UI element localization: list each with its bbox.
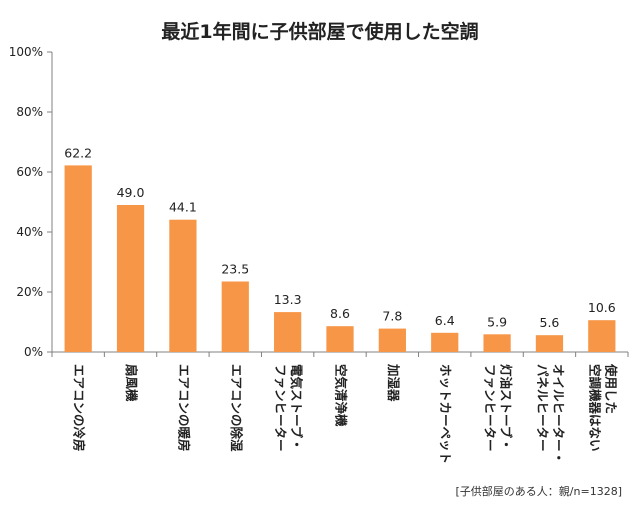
x-tick-label: 空気清浄機: [334, 364, 349, 427]
data-label: 62.2: [64, 145, 92, 160]
data-label: 44.1: [169, 200, 197, 215]
chart-title: 最近1年間に子供部屋で使用した空調: [161, 20, 478, 43]
x-tick-label: 扇風機: [124, 364, 139, 402]
category-labels: エアコンの冷房 扇風機 エアコンの暖房 エアコンの除湿 電気ストーブ・ファンヒーター 空気…: [72, 363, 619, 464]
x-tick-label: エアコンの暖房: [176, 364, 191, 452]
data-label: 10.6: [588, 300, 616, 315]
axes: 0% 20% 40% 60% 80% 100%: [9, 45, 629, 359]
x-tick-label: ファンヒーター: [483, 364, 498, 452]
x-tick-label: エアコンの除湿: [229, 364, 244, 452]
y-tick-label: 40%: [16, 225, 43, 239]
bar: [169, 219, 197, 352]
bar: [588, 320, 616, 352]
value-labels: 62.2 49.0 44.1 23.5 13.3 8.6 7.8 6.4 5.9 5.6 10.6: [64, 145, 616, 330]
bar: [64, 165, 92, 352]
x-tick-label: 使用した: [603, 363, 618, 414]
x-tick-label: 電気ストーブ・: [289, 364, 304, 451]
x-tick-label: 灯油ストーブ・: [499, 364, 514, 451]
data-label: 5.6: [540, 315, 560, 330]
data-label: 5.9: [487, 314, 507, 329]
bar: [326, 326, 354, 352]
bar: [483, 334, 511, 352]
y-tick-label: 80%: [16, 105, 43, 119]
data-label: 13.3: [274, 292, 302, 307]
x-tick-label: オイルヒーター・: [551, 364, 566, 464]
x-tick-label: ファンヒーター: [273, 364, 288, 452]
bar: [116, 205, 145, 352]
x-tick-label: ホットカーペット: [438, 364, 453, 464]
data-label: 23.5: [221, 262, 249, 277]
y-tick-label: 100%: [9, 45, 43, 59]
bar: [274, 312, 302, 352]
bar: [535, 335, 564, 352]
y-tick-label: 20%: [16, 285, 43, 299]
bar: [431, 332, 459, 352]
x-tick-label: エアコンの冷房: [72, 364, 87, 452]
x-tick-label: パネルヒーター: [535, 364, 550, 452]
data-label: 6.4: [435, 313, 455, 328]
data-label: 7.8: [382, 309, 402, 324]
bar: [378, 328, 406, 352]
x-tick-label: 加湿器: [386, 363, 401, 402]
bar: [221, 281, 249, 352]
data-label: 8.6: [330, 306, 350, 321]
y-tick-label: 0%: [24, 345, 43, 359]
sample-note: [子供部屋のある人：親/n=1328]: [456, 484, 622, 498]
bars: [64, 165, 616, 352]
y-tick-label: 60%: [16, 165, 43, 179]
x-tick-label: 空調機器はない: [587, 364, 602, 452]
data-label: 49.0: [117, 185, 145, 200]
